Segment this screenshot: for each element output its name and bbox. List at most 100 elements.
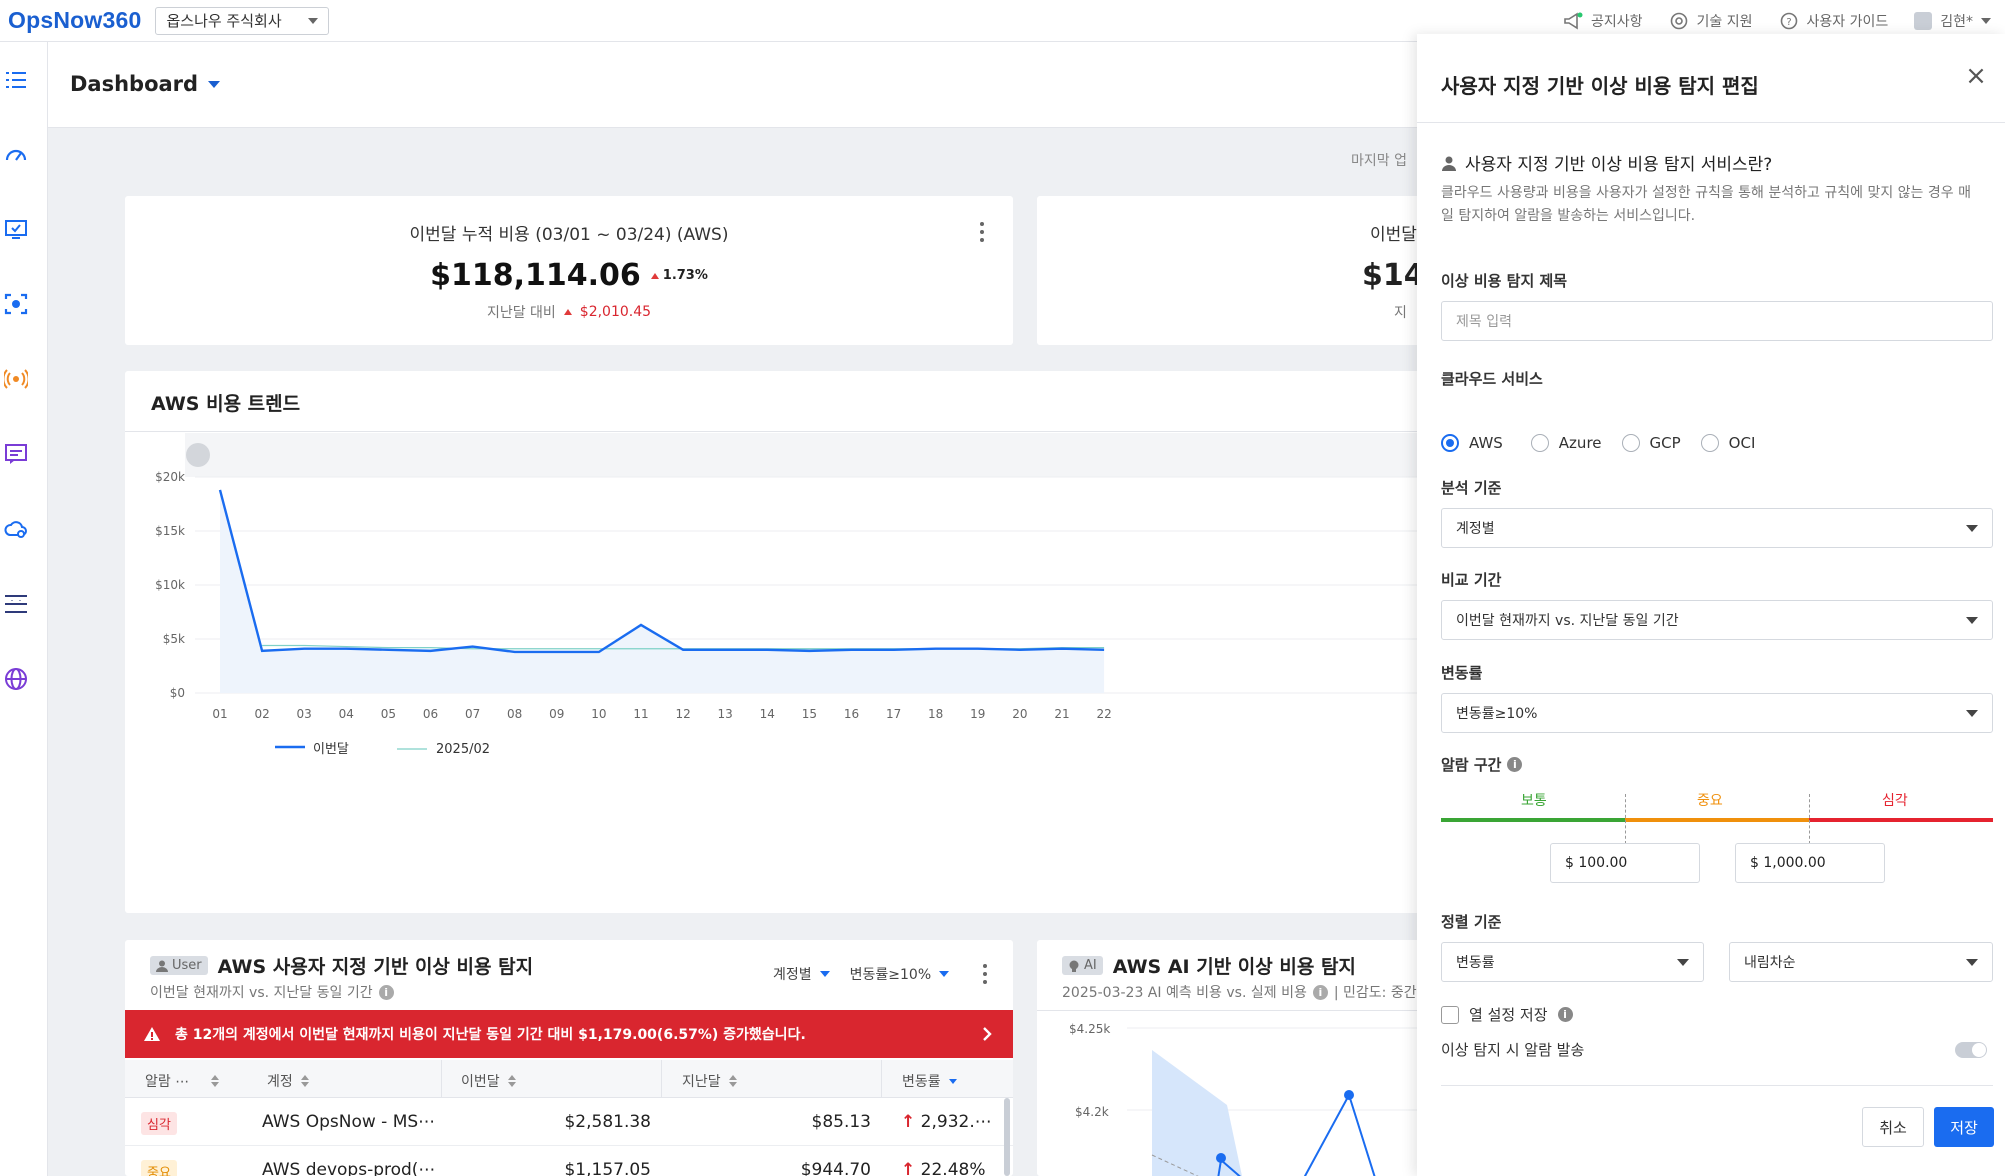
alarm-zone-text: 알람 구간 xyxy=(1441,756,1502,774)
col-account[interactable]: 계정 xyxy=(267,1071,309,1091)
period-label: 비교 기간 xyxy=(1441,571,1502,589)
chevron-down-icon xyxy=(308,17,319,24)
page-title: Dashboard xyxy=(70,72,199,96)
info-title: 사용자 지정 기반 이상 비용 탐지 서비스란? xyxy=(1465,155,1773,175)
info-icon[interactable]: i xyxy=(378,984,394,1000)
title-input[interactable]: 제목 입력 xyxy=(1441,301,1993,341)
radio-label: Azure xyxy=(1558,434,1602,452)
dashboard-selector[interactable]: Dashboard xyxy=(70,72,221,96)
table-row[interactable]: 심각 AWS OpsNow - MS⋯ $2,581.38 $85.13 ↑ 2… xyxy=(125,1098,1013,1146)
rate-select[interactable]: 변동률≥10% xyxy=(1441,693,1993,733)
kpi-value-row: $118,114.06 1.73% xyxy=(125,258,1013,293)
more-icon[interactable] xyxy=(979,222,985,242)
rate-filter-label: 변동률≥10% xyxy=(849,967,932,983)
x-tick-label: 15 xyxy=(802,707,817,721)
zone-critical-label: 심각 xyxy=(1882,793,1908,809)
menu-icon[interactable] xyxy=(4,68,28,92)
more-icon[interactable] xyxy=(982,964,988,984)
rate-cell: ↑ 22.48% xyxy=(901,1160,985,1176)
basis-value: 계정별 xyxy=(1456,521,1495,537)
org-select[interactable]: 옵스나우 주식회사 xyxy=(155,6,330,35)
legend-label: 이번달 xyxy=(313,742,349,757)
severity-badge: 중요 xyxy=(141,1160,177,1176)
subtitle-text: 이번달 현재까지 vs. 지난달 동일 기간 xyxy=(150,985,373,1001)
ai-chart xyxy=(1127,1027,1437,1176)
focus-icon[interactable] xyxy=(4,292,28,316)
table-row[interactable]: 중요 AWS devops-prod(⋯ $1,157.05 $944.70 ↑… xyxy=(125,1146,1013,1176)
edit-drawer: 사용자 지정 기반 이상 비용 탐지 편집 × 사용자 지정 기반 이상 비용 … xyxy=(1417,34,2005,1176)
chevron-down-icon xyxy=(939,971,950,977)
group-filter[interactable]: 계정별 xyxy=(773,964,830,984)
forecast-band xyxy=(1152,1050,1242,1176)
severity-badge: 심각 xyxy=(141,1112,177,1135)
user-name: 김현* xyxy=(1940,14,1973,30)
chevron-down-icon xyxy=(1966,525,1978,532)
support-link[interactable]: 기술 지원 xyxy=(1669,11,1753,31)
info-icon[interactable]: i xyxy=(1312,984,1328,1000)
user-menu[interactable]: 김현* xyxy=(1914,11,1991,31)
table-icon[interactable] xyxy=(4,592,28,616)
y-tick-label: $15k xyxy=(155,524,185,538)
radio-gcp[interactable]: GCP xyxy=(1621,434,1681,452)
col-this-month[interactable]: 이번달 xyxy=(461,1071,516,1091)
monitor-check-icon[interactable] xyxy=(4,217,28,241)
globe-icon[interactable] xyxy=(4,667,28,691)
sort-order-select[interactable]: 내림차순 xyxy=(1729,942,1993,982)
x-tick-label: 09 xyxy=(549,707,564,721)
ai-pill: AI xyxy=(1062,956,1103,975)
scrollbar[interactable] xyxy=(1004,1098,1010,1176)
notify-toggle[interactable] xyxy=(1955,1042,1987,1058)
checkbox-icon xyxy=(1441,1005,1459,1024)
warning-icon xyxy=(144,1027,160,1041)
gauge-icon[interactable] xyxy=(4,142,28,166)
ai-pill-label: AI xyxy=(1084,958,1097,973)
close-icon[interactable]: × xyxy=(1965,61,1987,91)
col-alarm[interactable]: 알람 ⋯ xyxy=(145,1071,220,1091)
save-columns-checkbox[interactable]: 열 설정 저장 i xyxy=(1441,1004,1573,1025)
sort-select[interactable]: 변동률 xyxy=(1441,942,1704,982)
period-select[interactable]: 이번달 현재까지 vs. 지난달 동일 기간 xyxy=(1441,600,1993,640)
app-logo[interactable]: OpsNow360 xyxy=(8,7,142,33)
radio-label: OCI xyxy=(1728,434,1756,452)
cloud-radio-group: AWS Azure GCP OCI xyxy=(1441,434,1755,452)
top-links: 공지사항 기술 지원 ? 사용자 가이드 김현* xyxy=(1563,0,1991,42)
radio-aws[interactable]: AWS xyxy=(1441,434,1503,452)
threshold-high-input[interactable]: $ 1,000.00 xyxy=(1735,843,1885,883)
user-anomaly-card: User AWS 사용자 지정 기반 이상 비용 탐지 이번달 현재까지 vs.… xyxy=(125,940,1013,1176)
cloud-settings-icon[interactable] xyxy=(4,517,28,541)
radio-oci[interactable]: OCI xyxy=(1700,434,1756,452)
col-last-month[interactable]: 지난달 xyxy=(682,1071,737,1091)
threshold-low-input[interactable]: $ 100.00 xyxy=(1550,843,1700,883)
col-label: 알람 ⋯ xyxy=(145,1074,190,1090)
radio-azure[interactable]: Azure xyxy=(1530,434,1602,452)
support-icon xyxy=(1669,11,1689,31)
trend-card: AWS 비용 트렌드 $0 $5k $10k $15k $20k 01 02 03 04 05 06… xyxy=(125,371,1445,913)
radio-label: GCP xyxy=(1649,434,1681,452)
basis-select[interactable]: 계정별 xyxy=(1441,508,1993,548)
kpi-title: 이번달 xyxy=(1370,225,1417,245)
user-pill-label: User xyxy=(172,958,202,973)
rate-filter[interactable]: 변동률≥10% xyxy=(850,964,950,984)
rate-value: 변동률≥10% xyxy=(1456,706,1538,722)
cancel-button[interactable]: 취소 xyxy=(1862,1107,1924,1147)
card-subtitle: 2025-03-23 AI 예측 비용 vs. 실제 비용 i | 민감도: 중… xyxy=(1062,982,1417,1002)
subtitle-tail: | 민감도: 중간 xyxy=(1333,985,1417,1001)
sort-icon xyxy=(728,1075,737,1087)
zone-bar-normal xyxy=(1441,818,1625,822)
message-icon[interactable] xyxy=(4,442,28,466)
this-month-cell: $2,581.38 xyxy=(564,1112,651,1132)
chevron-down-icon xyxy=(1966,710,1978,717)
card-header: User AWS 사용자 지정 기반 이상 비용 탐지 xyxy=(150,952,533,979)
notice-link[interactable]: 공지사항 xyxy=(1563,11,1643,31)
guide-link[interactable]: ? 사용자 가이드 xyxy=(1779,11,1888,31)
info-icon[interactable]: i xyxy=(1557,1007,1573,1022)
kpi-compare-label: 지 xyxy=(1394,305,1407,321)
kpi-change: 1.73% xyxy=(650,268,708,283)
kpi-compare: 지난달 대비 $2,010.45 xyxy=(125,302,1013,322)
x-tick-label: 13 xyxy=(718,707,733,721)
alert-banner[interactable]: 총 12개의 계정에서 이번달 현재까지 비용이 지난달 동일 기간 대비 $1… xyxy=(125,1010,1013,1058)
info-icon[interactable]: i xyxy=(1507,757,1523,772)
col-rate[interactable]: 변동률 xyxy=(902,1071,957,1091)
save-button[interactable]: 저장 xyxy=(1934,1107,1994,1147)
broadcast-icon[interactable] xyxy=(4,367,28,391)
